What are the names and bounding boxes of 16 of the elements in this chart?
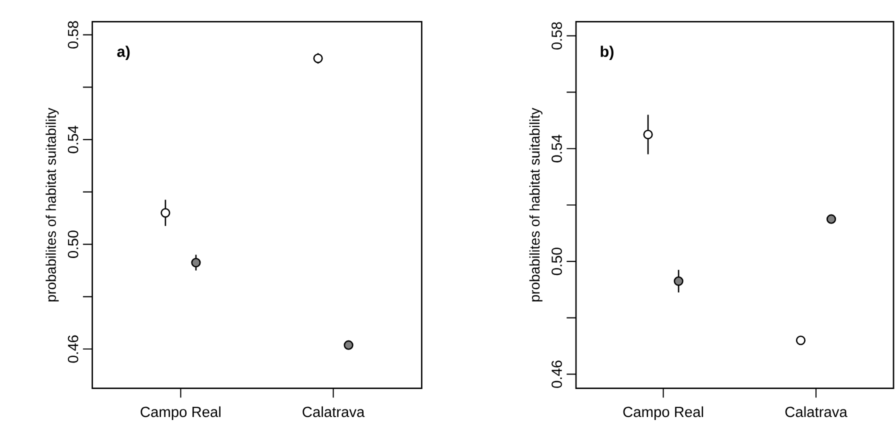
annotation: a): [117, 46, 130, 60]
y-axis-title: probabilites of habitat suitability: [529, 108, 542, 302]
y-tick-label: 0.50: [552, 248, 562, 276]
x-tick-label: Campo Real: [623, 406, 704, 420]
y-tick-label: 0.54: [552, 134, 562, 162]
annotation: b): [600, 46, 614, 60]
y-tick-label: 0.46: [68, 335, 78, 363]
y-tick-label: 0.58: [68, 21, 78, 49]
x-tick-label: Campo Real: [140, 406, 220, 420]
y-tick-label: 0.46: [552, 360, 562, 388]
y-tick-label: 0.50: [68, 230, 78, 258]
x-tick-label: Calatrava: [785, 406, 848, 418]
x-tick-label: Calatrava: [302, 406, 365, 418]
y-axis-title: probabilites of habitat suitability: [46, 108, 59, 302]
y-tick-label: 0.54: [68, 126, 78, 154]
y-tick-label: 0.58: [552, 22, 562, 50]
